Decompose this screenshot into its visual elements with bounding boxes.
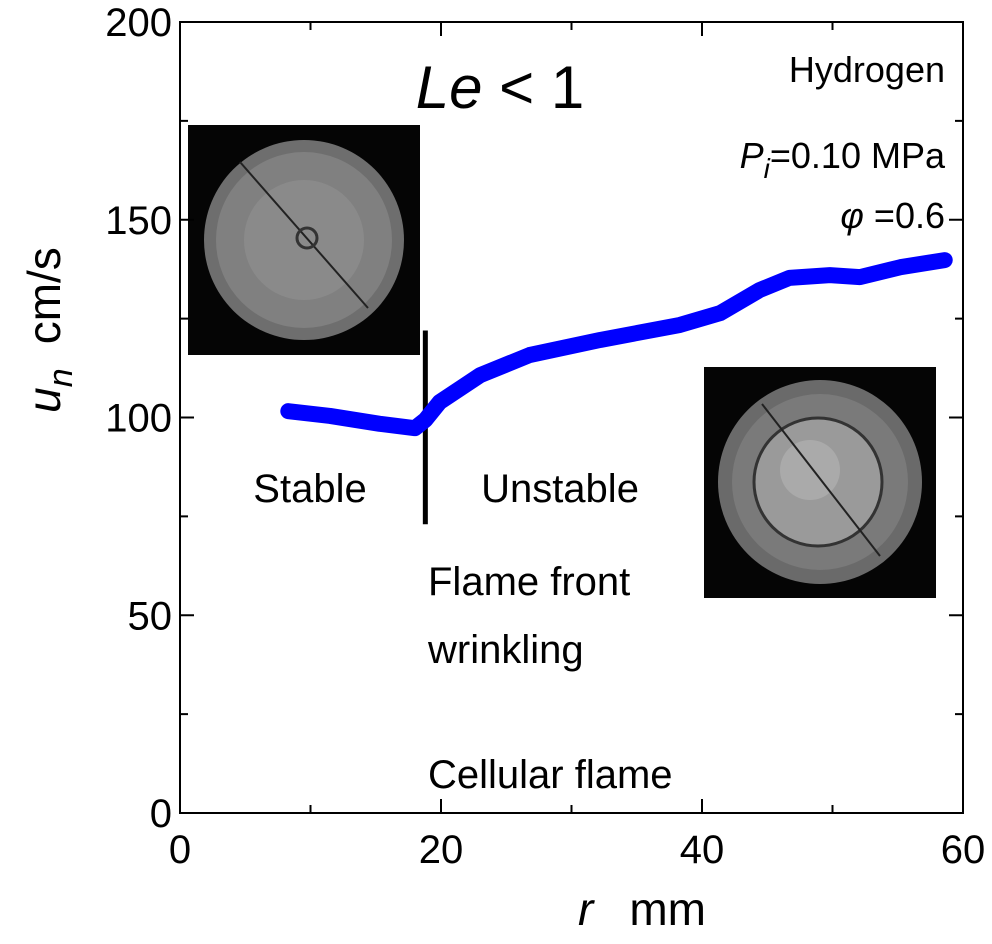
chart: Le < 1 Hydrogen Pi=0.10 MPa φ =0.6 Stabl… bbox=[0, 0, 992, 939]
y-axis-label: uncm/s bbox=[18, 247, 80, 413]
le-label: Le < 1 bbox=[416, 54, 585, 121]
x-tick-label: 60 bbox=[941, 828, 986, 872]
fuel-label: Hydrogen bbox=[789, 49, 945, 90]
y-tick-label: 50 bbox=[128, 594, 173, 638]
wrinkling-label: wrinkling bbox=[427, 628, 584, 672]
stable-label: Stable bbox=[253, 467, 366, 511]
y-tick-label: 200 bbox=[105, 1, 172, 45]
inset-cellular bbox=[704, 367, 936, 598]
x-tick-label: 0 bbox=[169, 828, 191, 872]
unstable-label: Unstable bbox=[481, 467, 639, 511]
y-tick-label: 150 bbox=[105, 199, 172, 243]
inset-stable bbox=[188, 125, 420, 355]
pressure-label: Pi=0.10 MPa bbox=[740, 135, 946, 184]
x-tick-label: 40 bbox=[680, 828, 725, 872]
ratio-label: φ =0.6 bbox=[840, 195, 945, 236]
wrinkling-label: Flame front bbox=[428, 560, 630, 604]
x-tick-label: 20 bbox=[419, 828, 464, 872]
y-tick-label: 0 bbox=[150, 792, 172, 836]
y-tick-label: 100 bbox=[105, 397, 172, 441]
cellular-label: Cellular flame bbox=[428, 753, 673, 797]
